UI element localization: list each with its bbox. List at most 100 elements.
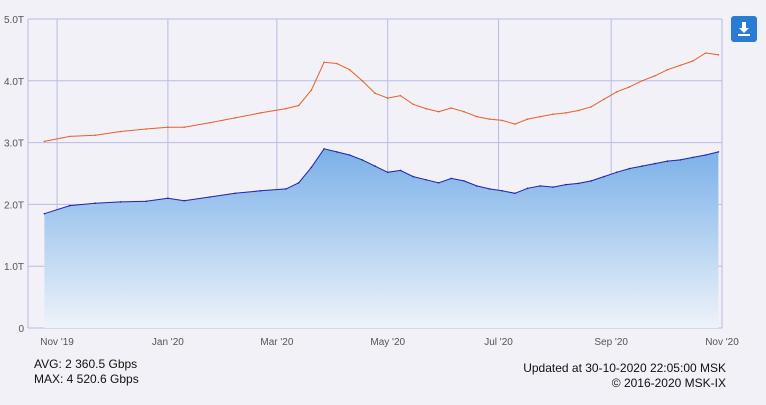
series-2-point xyxy=(679,64,681,67)
series-2-point xyxy=(361,80,364,82)
series-2-point xyxy=(412,103,415,106)
series-1-point xyxy=(167,197,169,199)
series-1-point xyxy=(145,200,147,203)
series-2-point xyxy=(183,126,185,128)
series-1-point xyxy=(183,199,185,202)
series-2-point xyxy=(603,98,605,101)
series-2-point xyxy=(641,80,643,82)
series-2-point xyxy=(565,112,567,114)
series-2-point xyxy=(450,107,453,109)
series-1-point xyxy=(577,182,580,185)
series-2-point xyxy=(437,110,440,113)
updated-timestamp: Updated at 30-10-2020 22:05:00 MSK xyxy=(523,361,726,375)
series-2-point xyxy=(145,128,147,130)
series-1-point xyxy=(386,171,389,174)
series-2-point xyxy=(374,92,376,94)
series-2-point xyxy=(94,134,96,136)
series-2-point xyxy=(399,94,402,97)
download-icon xyxy=(738,22,750,36)
series-2-point xyxy=(167,126,169,128)
series-1-point xyxy=(717,151,720,153)
series-1-point xyxy=(285,188,287,190)
x-tick-label: Sep '20 xyxy=(594,337,628,348)
series-1-point xyxy=(234,192,236,195)
series-1-area xyxy=(44,148,719,328)
series-1-point xyxy=(539,185,542,187)
series-1-point xyxy=(323,148,325,150)
series-1-point xyxy=(425,178,427,181)
max-stat: MAX: 4 520.6 Gbps xyxy=(34,372,139,386)
series-2-point xyxy=(297,104,300,107)
series-1-point xyxy=(526,187,529,190)
series-2-point xyxy=(475,115,478,118)
series-1-point xyxy=(297,182,300,184)
series-2-point xyxy=(666,68,669,71)
series-1-point xyxy=(641,165,643,167)
series-2-point xyxy=(539,115,542,118)
series-1-point xyxy=(374,165,376,167)
download-button[interactable] xyxy=(731,16,757,42)
series-2-point xyxy=(208,122,211,124)
series-1-point xyxy=(692,156,694,159)
series-1-point xyxy=(463,180,465,182)
series-2-point xyxy=(43,140,46,143)
series-1-point xyxy=(348,154,351,156)
series-2-point xyxy=(425,107,427,110)
series-1-point xyxy=(514,192,516,195)
series-1-point xyxy=(565,183,567,186)
series-1-point xyxy=(679,159,681,161)
series-2-point xyxy=(310,89,313,91)
y-tick-label: 3.0T xyxy=(4,139,24,150)
series-2-point xyxy=(119,130,122,133)
traffic-chart: 0 1.0T 2.0T 3.0T 4.0T 5.0T Nov '19 Jan '20 Mar … xyxy=(4,15,739,348)
series-2-point xyxy=(323,61,325,64)
series-1-point xyxy=(336,151,338,153)
y-tick-label: 0 xyxy=(18,324,24,335)
series-1-point xyxy=(361,159,364,161)
series-2-point xyxy=(590,106,592,108)
series-2-point xyxy=(704,52,707,54)
series-2-point xyxy=(285,107,287,110)
series-2-point xyxy=(717,54,720,56)
series-1-point xyxy=(412,175,415,178)
series-1-point xyxy=(590,180,592,182)
series-2-line xyxy=(44,52,719,142)
x-tick-label: Mar '20 xyxy=(260,337,293,348)
x-tick-label: Jul '20 xyxy=(484,337,513,348)
series-2-point xyxy=(386,97,389,99)
footer-block: Updated at 30-10-2020 22:05:00 MSK © 201… xyxy=(523,361,726,391)
series-2-point xyxy=(615,91,618,93)
series-2-point xyxy=(234,117,236,119)
series-2-point xyxy=(514,123,516,125)
series-1-point xyxy=(603,175,605,178)
copyright-text: © 2016-2020 MSK-IX xyxy=(611,376,726,390)
series-1-point xyxy=(615,171,618,174)
series-1-point xyxy=(69,204,71,207)
series-2-point xyxy=(488,118,491,120)
series-1-point xyxy=(43,212,46,215)
y-tick-label: 4.0T xyxy=(4,77,24,88)
series-1-point xyxy=(552,186,554,188)
series-1-point xyxy=(501,190,504,192)
series-1-point xyxy=(310,166,313,169)
series-2-point xyxy=(552,113,554,115)
series-1-point xyxy=(488,188,491,190)
stats-block: AVG: 2 360.5 Gbps MAX: 4 520.6 Gbps xyxy=(34,357,139,387)
series-1-point xyxy=(475,185,478,187)
y-tick-label: 5.0T xyxy=(4,15,24,26)
series-1-point xyxy=(399,169,402,172)
series-1-point xyxy=(628,167,631,170)
series-2-point xyxy=(628,86,631,88)
x-axis-ticks: Nov '19 Jan '20 Mar '20 May '20 Jul '20 Sep '… xyxy=(40,337,739,348)
series-2-point xyxy=(348,68,351,71)
series-1-point xyxy=(208,196,211,198)
series-2-point xyxy=(577,109,580,112)
series-2-point xyxy=(654,75,656,77)
series-2-point xyxy=(501,119,504,122)
chart-points xyxy=(43,52,720,215)
series-1-point xyxy=(437,182,440,184)
series-1-point xyxy=(450,177,453,180)
series-1-point xyxy=(94,202,96,204)
series-1-point xyxy=(704,154,707,156)
x-tick-label: Jan '20 xyxy=(152,337,184,348)
